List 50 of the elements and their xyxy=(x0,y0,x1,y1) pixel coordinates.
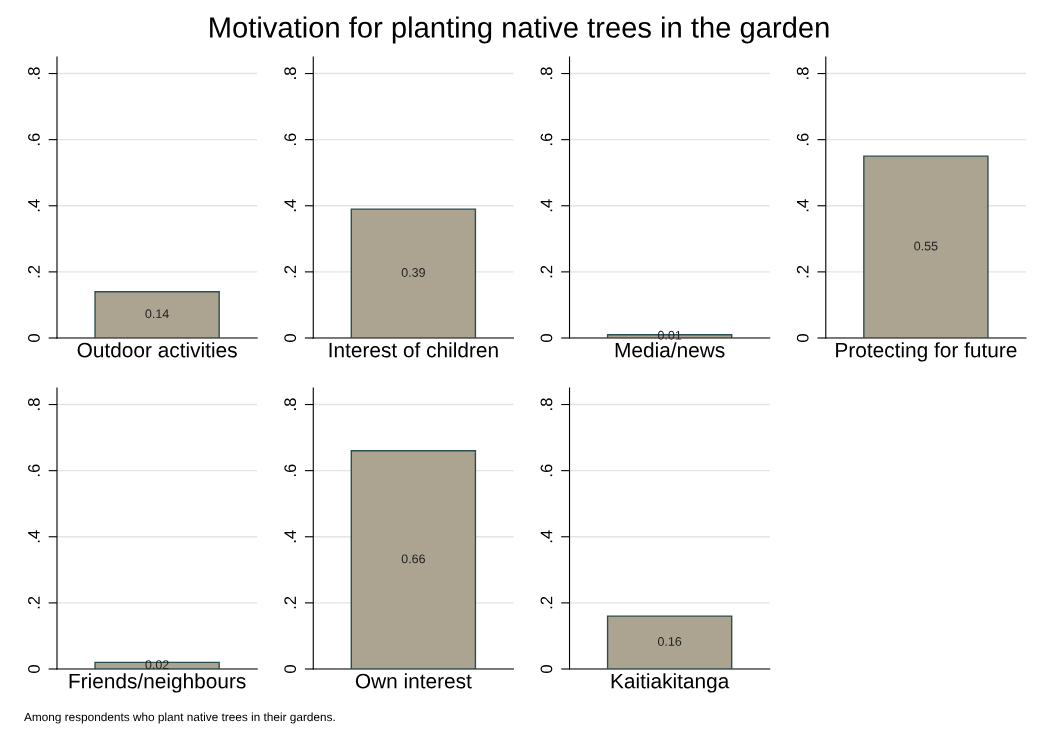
data-label: 0.55 xyxy=(914,241,938,251)
y-tick-label: .2 xyxy=(284,596,296,609)
text: Motivation for planting native trees in the garden xyxy=(210,16,829,44)
y-tick-label: 0 xyxy=(540,334,553,342)
y-tick-label: .4 xyxy=(540,530,553,543)
y-tick-label: .4 xyxy=(28,530,40,543)
y-tick-label: .6 xyxy=(796,133,809,146)
y-tick-label: 0 xyxy=(796,334,809,342)
y-tick-label: .6 xyxy=(540,133,553,146)
y-tick-label: .8 xyxy=(28,67,40,79)
data-label: 0.66 xyxy=(401,554,425,564)
data-label: 0.01 xyxy=(657,330,682,340)
y-tick-label: .8 xyxy=(28,398,40,410)
y-tick-label: .8 xyxy=(796,67,809,79)
y-tick-label: .2 xyxy=(540,265,553,278)
y-tick-label: .2 xyxy=(284,265,296,278)
x-tick-label: Outdoor activities xyxy=(77,342,237,358)
y-tick-label: .4 xyxy=(540,199,553,212)
y-tick-label: .2 xyxy=(796,265,809,278)
data-label: 0.16 xyxy=(657,637,682,646)
x-tick-label: Protecting for future xyxy=(836,342,1017,362)
y-tick-label: .6 xyxy=(284,133,297,146)
x-tick-label: Interest of children xyxy=(329,342,498,358)
y-tick-label: 0 xyxy=(28,334,40,342)
y-tick-label: .4 xyxy=(796,199,809,212)
text: Among respondents who plant native trees in their gardens. xyxy=(24,712,335,724)
x-tick-label: Friends/neighbours xyxy=(69,673,246,693)
y-tick-label: 0 xyxy=(284,665,297,673)
y-tick-label: .4 xyxy=(284,199,296,212)
x-tick-label: Kaitiakitanga xyxy=(611,673,730,693)
y-tick-label: .2 xyxy=(540,596,553,609)
x-tick-label: Media/news xyxy=(615,342,725,358)
y-tick-label: .6 xyxy=(28,464,40,477)
y-tick-label: 0 xyxy=(284,334,297,342)
y-tick-label: 0 xyxy=(28,665,40,673)
y-tick-label: .8 xyxy=(540,398,553,410)
y-tick-label: .2 xyxy=(28,265,40,278)
y-tick-label: .2 xyxy=(28,596,40,609)
y-tick-label: .6 xyxy=(284,464,297,477)
data-label: 0.14 xyxy=(145,309,169,319)
y-tick-label: .4 xyxy=(284,530,296,543)
y-tick-label: .6 xyxy=(540,464,553,477)
data-label: 0.39 xyxy=(401,268,425,277)
y-tick-label: .8 xyxy=(540,67,553,79)
y-tick-label: .6 xyxy=(28,133,40,146)
y-tick-label: .4 xyxy=(28,199,40,212)
x-tick-label: Own interest xyxy=(355,673,472,689)
y-tick-label: .8 xyxy=(284,398,297,410)
y-tick-label: 0 xyxy=(540,665,553,673)
y-tick-label: .8 xyxy=(284,67,297,79)
